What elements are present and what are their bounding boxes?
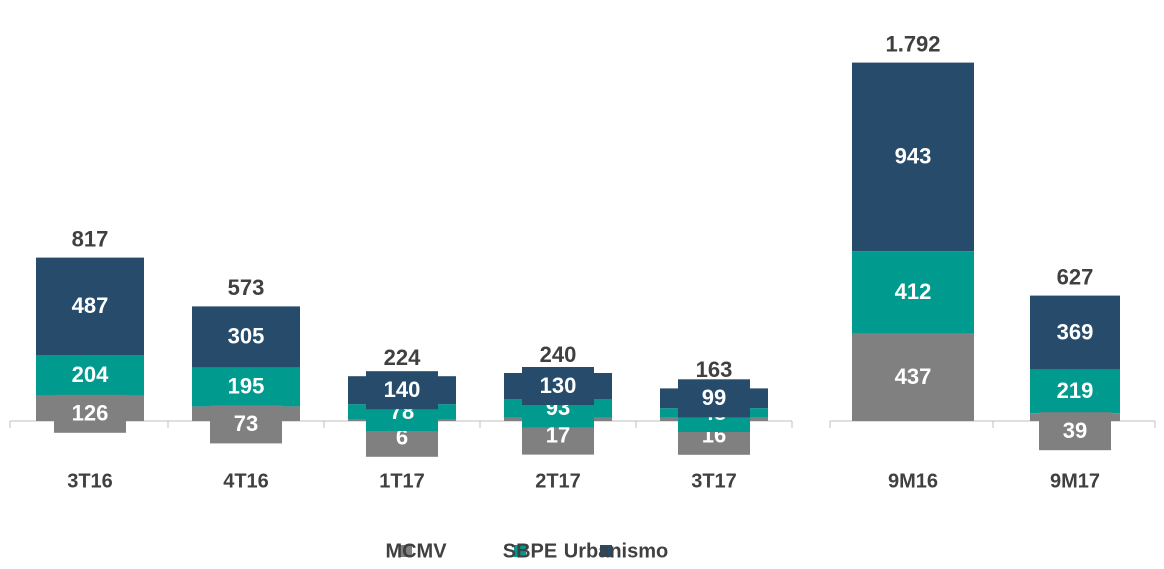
bar-segment [192,306,300,368]
bar-segment [36,355,144,396]
x-tick-label: 1T17 [379,470,425,492]
total-label: 240 [540,342,577,367]
value-label: 73 [234,411,258,436]
bar-segment [852,333,974,421]
bar-segment [1030,369,1120,414]
legend-swatch [400,545,412,557]
value-label: 412 [895,279,932,304]
total-label: 1.792 [885,31,940,56]
value-label: 195 [228,374,265,399]
label-box [678,379,750,418]
value-label: 39 [1063,418,1087,443]
x-tick-label: 4T16 [223,470,269,492]
value-label: 204 [72,362,109,387]
total-label: 573 [228,275,265,300]
total-label: 627 [1057,264,1094,289]
value-label: 305 [228,324,265,349]
total-label: 224 [384,345,421,370]
legend-label: SBPE [503,540,557,562]
label-box [522,367,594,405]
value-label: 99 [702,385,726,410]
legend-swatch [600,545,612,557]
legend-label: MCMV [385,540,447,562]
value-label: 219 [1057,378,1094,403]
value-label: 126 [72,401,109,426]
x-tick-label: 9M17 [1050,470,1100,492]
bar-segment [36,257,144,355]
x-tick-label: 3T17 [691,470,737,492]
value-label: 943 [895,144,932,169]
value-label: 140 [384,377,421,402]
total-label: 817 [72,226,109,251]
axis-ticks [9,421,1156,428]
bar-segment [192,367,300,407]
bar-segment [1030,295,1120,370]
legend-swatch [514,545,526,557]
x-tick-label: 9M16 [888,470,938,492]
value-label: 369 [1057,319,1094,344]
bar-segment [852,251,974,334]
x-tick-label: 2T17 [535,470,581,492]
bar-segment [852,62,974,252]
legend-label: Urbanismo [564,540,668,562]
value-label: 130 [540,373,577,398]
value-label: 487 [72,293,109,318]
label-box [210,405,282,444]
label-box [1039,412,1111,451]
value-label: 437 [895,364,932,389]
total-label: 163 [696,357,733,382]
label-box [366,371,438,410]
x-tick-label: 3T16 [67,470,113,492]
label-box [54,394,126,433]
